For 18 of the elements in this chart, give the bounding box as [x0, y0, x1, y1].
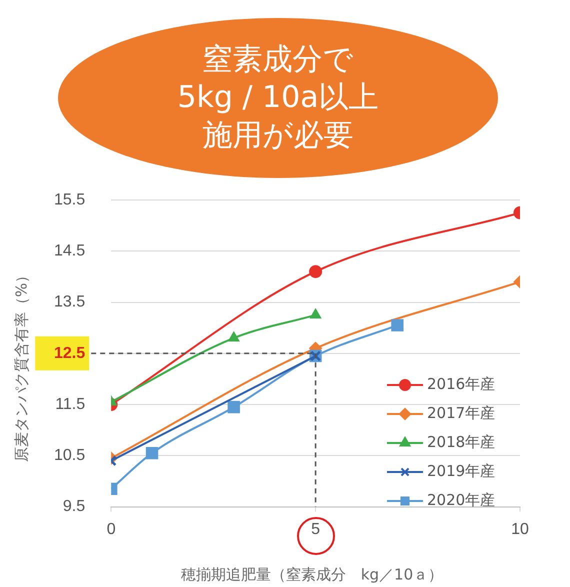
legend-label: 2018年産: [427, 433, 496, 452]
y-axis-title: 原麦タンパク質含有率（%）: [12, 268, 32, 462]
y-tick-label: 14.5: [54, 242, 86, 260]
x-tick-label: 0: [106, 520, 116, 538]
y-tick-label: 15.5: [54, 191, 86, 208]
legend-label: 2017年産: [427, 404, 496, 423]
legend-label: 2020年産: [427, 491, 496, 510]
x-axis-title: 穂揃期追肥量（窒素成分 kg／10ａ）: [180, 566, 444, 584]
y-tick-label: 10.5: [54, 447, 86, 464]
legend-label: 2016年産: [427, 375, 496, 394]
chart-title: 窒素成分で5kg / 10a以上施用が必要: [177, 41, 379, 155]
x-tick-label: 10: [511, 520, 529, 538]
y-tick-label: 9.5: [62, 498, 86, 516]
y-tick-label: 13.5: [54, 294, 86, 311]
y-tick-label: 12.5: [54, 344, 86, 362]
x-tick-label: 5: [311, 520, 320, 538]
legend-label: 2019年産: [427, 462, 496, 481]
y-tick-label: 11.5: [55, 396, 86, 413]
